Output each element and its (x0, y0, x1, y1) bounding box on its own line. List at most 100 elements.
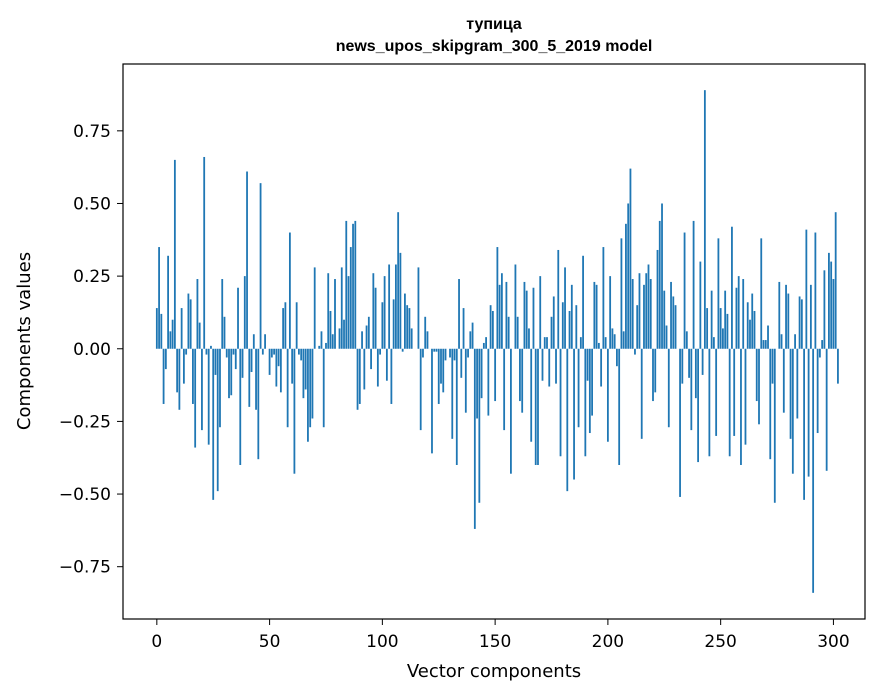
bar-283 (794, 334, 796, 349)
bar-35 (234, 348, 237, 370)
bar-9 (176, 348, 179, 393)
bar-159 (514, 264, 517, 349)
bar-288 (805, 229, 808, 349)
bar-260 (742, 279, 745, 349)
bar-65 (302, 348, 305, 399)
bar-228 (670, 281, 672, 349)
bar-28 (219, 348, 221, 428)
x-tick-label-4: 200 (592, 632, 624, 652)
bar-166 (530, 348, 533, 442)
bar-5 (167, 255, 169, 349)
x-tick-label-6: 300 (817, 632, 849, 652)
bar-105 (392, 299, 395, 349)
bar-181 (564, 267, 566, 349)
bar-257 (735, 287, 738, 349)
bar-78 (331, 334, 334, 349)
bar-192 (588, 348, 591, 434)
bar-294 (818, 348, 821, 358)
bar-293 (816, 348, 819, 434)
bar-270 (764, 340, 767, 349)
bar-175 (550, 316, 553, 349)
bar-46 (259, 183, 262, 349)
bar-67 (307, 348, 309, 442)
bar-222 (656, 249, 659, 349)
bar-210 (629, 168, 632, 349)
bar-177 (555, 348, 557, 384)
bar-251 (722, 328, 724, 349)
bar-126 (440, 348, 442, 384)
bar-102 (385, 348, 388, 381)
bar-14 (187, 293, 190, 349)
bar-161 (519, 348, 521, 402)
bar-74 (322, 348, 325, 428)
bar-220 (652, 348, 654, 402)
bar-208 (625, 223, 627, 349)
bar-253 (726, 313, 729, 349)
bar-193 (591, 348, 593, 416)
bar-266 (755, 348, 758, 402)
bar-157 (510, 348, 512, 474)
bar-233 (681, 348, 684, 384)
bar-170 (539, 276, 542, 349)
bar-150 (494, 348, 497, 402)
bar-136 (462, 308, 465, 349)
bar-51 (270, 348, 273, 358)
bar-205 (618, 348, 621, 465)
y-tick-label-3: 0.00 (73, 340, 111, 360)
bar-93 (365, 325, 368, 349)
y-tick-label-0: −0.75 (59, 558, 111, 578)
bar-292 (814, 232, 817, 349)
bar-153 (500, 273, 503, 349)
bar-302 (837, 348, 839, 384)
bar-33 (230, 348, 233, 396)
bar-19 (198, 322, 201, 349)
bar-243 (703, 90, 706, 349)
bar-201 (609, 276, 612, 349)
x-axis-label: Vector components (407, 661, 581, 682)
bar-58 (286, 348, 289, 428)
bar-39 (243, 276, 246, 349)
bar-209 (627, 203, 630, 349)
bar-242 (701, 348, 704, 375)
bar-75 (325, 342, 327, 349)
bar-215 (640, 348, 643, 439)
bar-227 (667, 348, 670, 428)
bar-198 (602, 247, 605, 349)
bar-99 (379, 348, 381, 355)
bar-188 (579, 337, 582, 349)
bar-8 (173, 159, 176, 349)
bar-110 (404, 293, 406, 349)
bar-287 (803, 348, 805, 500)
bar-119 (424, 316, 427, 349)
bar-101 (383, 276, 386, 349)
bar-224 (661, 203, 663, 349)
y-axis-label: Components values (14, 252, 35, 430)
bar-86 (349, 247, 352, 349)
bar-54 (277, 348, 280, 367)
bar-95 (370, 348, 372, 370)
bar-156 (507, 316, 510, 349)
bar-250 (719, 308, 722, 349)
bar-234 (683, 232, 686, 349)
bar-196 (597, 342, 600, 349)
bar-282 (791, 348, 794, 474)
bar-259 (740, 348, 742, 465)
bar-173 (546, 337, 548, 349)
bar-240 (697, 348, 699, 463)
bar-122 (431, 348, 433, 454)
bar-55 (279, 348, 282, 393)
bar-85 (347, 276, 350, 349)
bar-191 (586, 348, 589, 381)
bar-106 (394, 264, 397, 349)
bar-214 (638, 273, 641, 349)
bar-6 (169, 331, 172, 349)
bar-248 (715, 348, 718, 436)
bar-183 (568, 310, 571, 349)
bar-203 (613, 334, 616, 349)
bar-199 (604, 337, 607, 349)
bar-145 (482, 342, 485, 349)
bar-116 (417, 267, 420, 349)
bar-286 (800, 299, 803, 349)
bar-264 (751, 293, 754, 349)
